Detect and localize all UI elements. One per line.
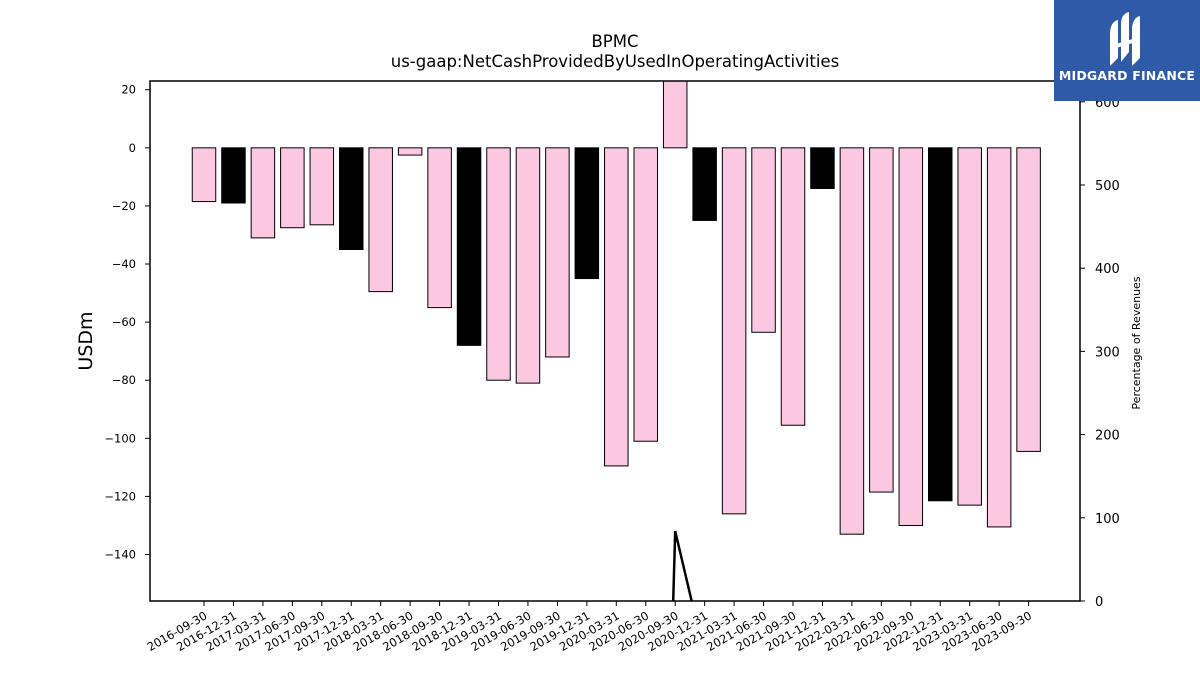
logo-text: MIDGARD FINANCE (1058, 68, 1196, 83)
bar (928, 147, 953, 502)
bar (604, 147, 629, 467)
bar (339, 147, 364, 250)
y-tick-label: 0 (129, 141, 136, 155)
plot-frame (149, 80, 1081, 602)
y-tick-label: −20 (112, 199, 136, 213)
y-tick-label: −40 (112, 257, 136, 271)
y2-tick-label: 200 (1095, 429, 1120, 444)
bar (751, 147, 776, 333)
y-tick-label: −140 (104, 548, 136, 562)
bar (191, 147, 217, 203)
bar (721, 147, 747, 515)
bar (368, 147, 393, 293)
y2-tick-label: 400 (1095, 262, 1120, 277)
y2-tick-label: 0 (1095, 595, 1103, 610)
bar (397, 147, 423, 156)
bar (957, 147, 982, 506)
bar (250, 147, 276, 239)
bar (427, 147, 452, 309)
percentage-line (671, 530, 693, 602)
y-axis-label: USDm (75, 311, 97, 370)
midgard-finance-logo: MIDGARD FINANCE (1054, 0, 1200, 101)
bar (692, 147, 717, 221)
bar (633, 147, 658, 442)
y2-tick-label: 300 (1095, 345, 1120, 360)
bar (221, 147, 246, 204)
bar (515, 147, 541, 384)
bar (280, 147, 305, 229)
logo-mark-icon (1110, 12, 1140, 66)
y-tick-label: −100 (104, 431, 136, 445)
bar (810, 147, 835, 189)
bar (486, 147, 511, 381)
bar (574, 147, 600, 280)
bar (456, 147, 482, 346)
bar (662, 81, 688, 149)
y2-tick-label: 100 (1095, 512, 1120, 527)
y-tick-label: −80 (112, 373, 136, 387)
bar (986, 147, 1012, 528)
bars-group (191, 81, 1041, 535)
bar (839, 147, 865, 535)
y2-axis-label: Percentage of Revenues (1130, 276, 1143, 409)
bar (869, 147, 894, 493)
y-tick-label: 20 (121, 83, 136, 97)
bar (780, 147, 806, 426)
chart-subtitle: us-gaap:NetCashProvidedByUsedInOperating… (390, 52, 840, 71)
chart-title: BPMC (591, 32, 639, 51)
bar (545, 147, 570, 358)
bar (309, 147, 335, 226)
y-tick-label: −120 (104, 489, 136, 503)
y-tick-label: −60 (112, 315, 136, 329)
bar (1016, 147, 1041, 452)
bar (898, 147, 924, 526)
y2-tick-label: 500 (1095, 179, 1120, 194)
